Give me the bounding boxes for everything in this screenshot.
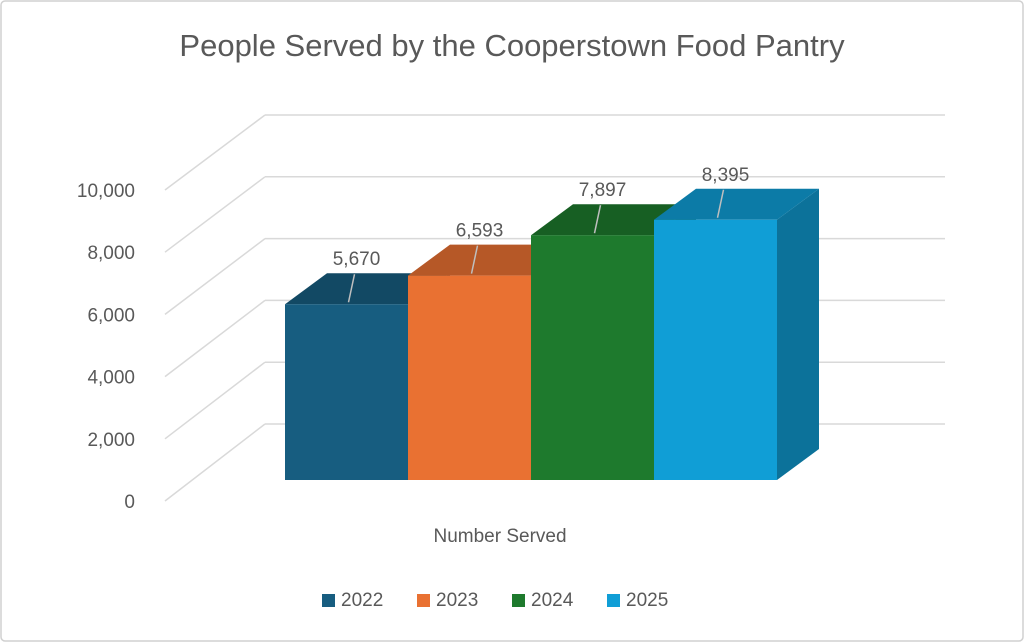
grid-line-side: [164, 423, 266, 502]
leader-line: [470, 245, 479, 274]
leader-line: [593, 205, 602, 234]
bar: [408, 275, 531, 480]
grid-line-side: [164, 114, 266, 191]
bar: [531, 235, 654, 480]
legend-label: 2025: [626, 590, 668, 611]
data-label: 5,670: [333, 249, 381, 270]
y-tick-label: 8,000: [87, 243, 135, 264]
y-tick-label: 6,000: [87, 305, 135, 326]
legend-swatch: [512, 594, 525, 607]
grid-line-side: [164, 176, 266, 253]
bar-side: [777, 188, 819, 480]
y-tick-label: 10,000: [77, 181, 135, 202]
legend-swatch: [322, 594, 335, 607]
y-tick-label: 4,000: [87, 368, 135, 389]
data-label: 7,897: [579, 180, 627, 201]
legend-swatch: [417, 594, 430, 607]
legend-label: 2022: [341, 590, 383, 611]
grid-line-side: [164, 361, 266, 440]
legend-label: 2023: [436, 590, 478, 611]
bar: [654, 219, 777, 480]
leader-line: [716, 189, 725, 218]
legend-label: 2024: [531, 590, 574, 611]
y-tick-label: 2,000: [87, 430, 135, 451]
grid-line-side: [164, 238, 266, 315]
data-label: 6,593: [456, 221, 504, 242]
legend-swatch: [607, 594, 620, 607]
bar-top: [654, 188, 819, 220]
chart-title: People Served by the Cooperstown Food Pa…: [179, 28, 845, 63]
x-tick-label: Number Served: [433, 526, 566, 547]
bar: [285, 304, 408, 480]
leader-line: [347, 274, 356, 303]
grid-line-side: [164, 299, 266, 378]
y-tick-label: 0: [124, 492, 135, 513]
data-label: 8,395: [702, 165, 750, 186]
